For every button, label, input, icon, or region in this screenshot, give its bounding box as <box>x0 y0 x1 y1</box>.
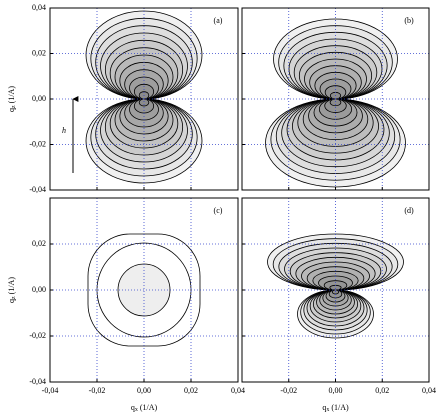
axis-symbol: q <box>322 403 326 412</box>
axis-label: qz(1/A) <box>7 277 18 303</box>
x-tick-label: -0,02 <box>280 386 297 395</box>
axis-symbol: q <box>7 299 16 303</box>
axis-subscript: x <box>135 407 138 413</box>
x-tick-label: 0,04 <box>422 386 436 395</box>
y-tick-label: -0,02 <box>29 139 46 148</box>
axis-label: qx (1/A) <box>322 403 349 414</box>
x-tick-label: 0,02 <box>184 386 198 395</box>
panel-frame <box>241 7 430 191</box>
panel-frame <box>241 197 430 383</box>
plot-area <box>85 10 203 184</box>
x-tick-label: -0,04 <box>42 386 59 395</box>
axis-label: qz(1/A) <box>7 86 18 112</box>
axis-unit: (1/A) <box>7 277 16 295</box>
panel-label: (d) <box>404 206 414 215</box>
x-tick-label: 0,00 <box>137 386 151 395</box>
contour-line <box>329 284 342 291</box>
annotation: h <box>62 126 66 135</box>
axis-subscript: z <box>11 105 17 108</box>
axis-unit: (1/A) <box>140 403 158 412</box>
y-tick-label: 0,02 <box>32 239 46 248</box>
x-tick-label: 0,02 <box>375 386 389 395</box>
axis-symbol: q <box>131 403 135 412</box>
axis-unit: (1/A) <box>7 86 16 104</box>
x-tick-label: 0,00 <box>329 386 343 395</box>
axis-subscript: z <box>11 296 17 299</box>
y-tick-label: 0,04 <box>32 3 46 12</box>
y-tick-label: 0,00 <box>32 94 46 103</box>
panel-label: (c) <box>214 206 223 215</box>
y-tick-label: -0,02 <box>29 331 46 340</box>
y-tick-label: -0,04 <box>29 377 46 386</box>
axis-unit: (1/A) <box>331 403 349 412</box>
axis-symbol: q <box>7 108 16 112</box>
x-tick-label: 0,04 <box>231 386 245 395</box>
panel-label: (b) <box>404 16 414 25</box>
panel-frame <box>49 197 239 383</box>
axis-label: qx (1/A) <box>131 403 158 414</box>
x-tick-label: -0,02 <box>89 386 106 395</box>
panel-label: (a) <box>214 16 223 25</box>
y-tick-label: 0,02 <box>32 48 46 57</box>
y-tick-label: 0,00 <box>32 285 46 294</box>
y-tick-label: -0,04 <box>29 185 46 194</box>
panel-frame <box>49 7 239 191</box>
axis-subscript: x <box>326 407 329 413</box>
